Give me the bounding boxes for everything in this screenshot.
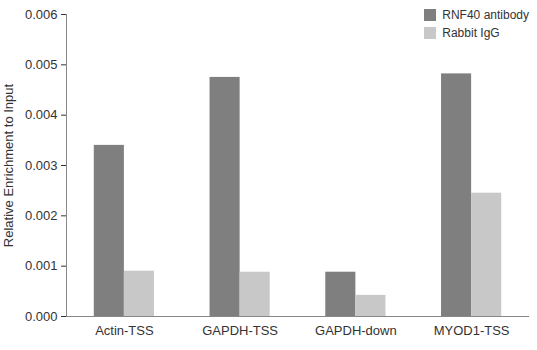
html-text:RNF40 antibody: RNF40 antibody [442,8,529,22]
svg-text:0.004: 0.004 [25,107,58,122]
svg-text:0.000: 0.000 [25,309,58,324]
svg-text:0.003: 0.003 [25,158,58,173]
svg-text:0.001: 0.001 [25,258,58,273]
svg-text:MYOD1-TSS: MYOD1-TSS [434,323,510,338]
html-text:Rabbit IgG: Rabbit IgG [442,26,500,40]
svg-text:0.005: 0.005 [25,57,58,72]
svg-text:GAPDH-down: GAPDH-down [315,323,397,338]
svg-text:Relative Enrichment to Input: Relative Enrichment to Input [1,83,16,247]
svg-text:0.006: 0.006 [25,7,58,22]
svg-text:GAPDH-TSS: GAPDH-TSS [202,323,278,338]
svg-text:0.002: 0.002 [25,208,58,223]
svg-text:Actin-TSS: Actin-TSS [95,323,154,338]
